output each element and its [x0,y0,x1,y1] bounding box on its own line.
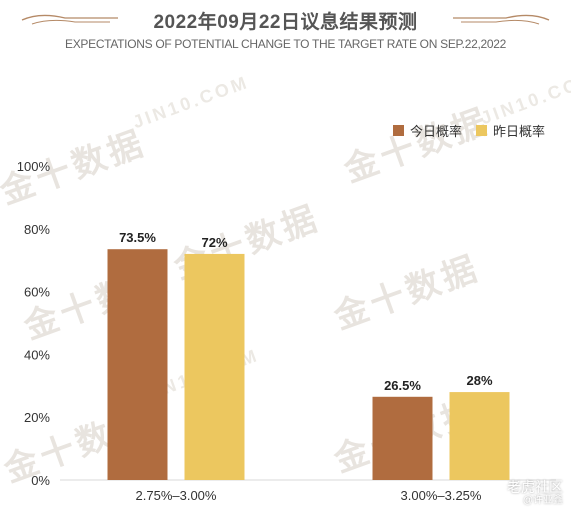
legend-swatch-yesterday [475,125,487,136]
bar [449,392,510,480]
chart-subtitle: EXPECTATIONS OF POTENTIAL CHANGE TO THE … [65,37,506,51]
chart-title: 2022年09月22日议息结果预测 [153,12,418,33]
y-tick-label: 0% [31,473,50,488]
data-label: 28% [466,373,492,388]
legend-item-yesterday: 昨日概率 [475,121,545,140]
legend-swatch-today [392,125,404,136]
x-tick-label: 3.00%–3.25% [401,488,482,503]
legend-item-today: 今日概率 [392,121,462,140]
chart-legend: 今日概率 昨日概率 [392,121,545,140]
title-ornament-left-icon [21,14,118,25]
footer-author: @许亚鑫 [522,495,563,506]
y-tick-label: 40% [24,347,50,362]
y-tick-label: 100% [17,159,51,174]
bar [107,249,168,480]
x-tick-label: 2.75%–3.00% [136,488,217,503]
y-tick-label: 80% [24,222,50,237]
data-label: 73.5% [119,230,156,245]
bar [184,253,245,480]
chart-header: 2022年09月22日议息结果预测 EXPECTATIONS OF POTENT… [0,0,571,60]
footer-watermark: 老虎社区 @许亚鑫 [507,480,563,508]
y-tick-label: 20% [24,410,50,425]
legend-label-today: 今日概率 [409,124,462,139]
bar [372,396,433,480]
data-label: 72% [201,235,227,250]
legend-label-yesterday: 昨日概率 [492,124,545,139]
data-label: 26.5% [384,378,421,393]
title-ornament-right-icon [453,14,550,25]
footer-community: 老虎社区 [507,479,563,495]
y-tick-label: 60% [24,285,50,300]
